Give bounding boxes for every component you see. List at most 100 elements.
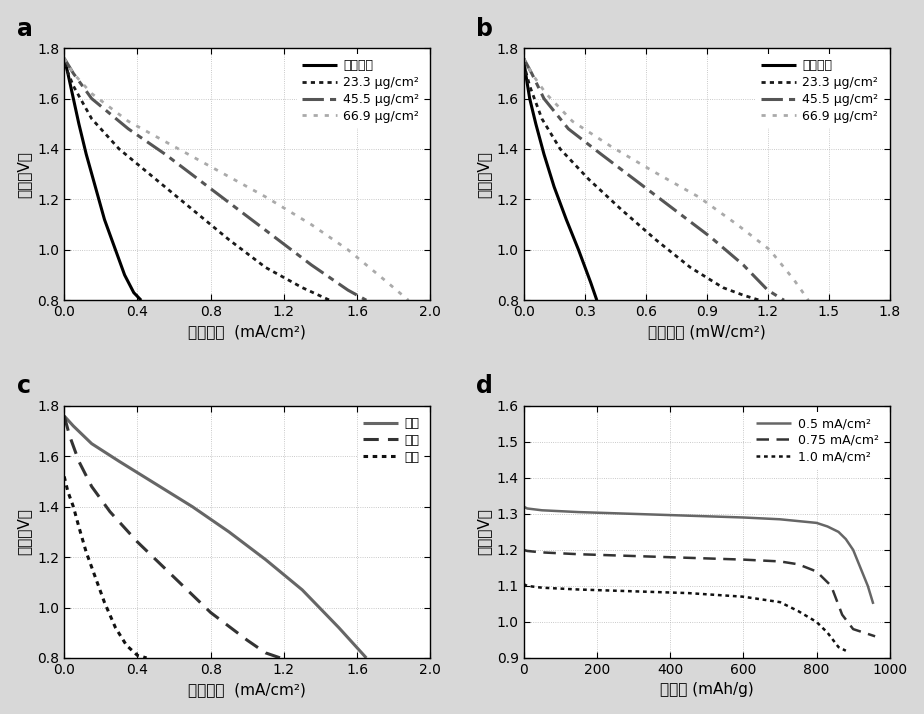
66.9 μg/cm² (788, 276, 799, 284)
0.75 mA/cm² (793, 560, 804, 568)
45.5 μg/cm² (737, 261, 748, 269)
0.75 mA/cm² (811, 567, 822, 575)
0.5 mA/cm² (868, 600, 879, 608)
交错 (334, 623, 345, 632)
Legend: 交错, 平行, 垂直: 交错, 平行, 垂直 (358, 412, 424, 468)
23.3 μg/cm² (58, 59, 69, 68)
0.5 mA/cm² (518, 503, 529, 511)
未蘵镑銀 (549, 183, 560, 191)
45.5 μg/cm² (563, 124, 574, 133)
未蘵镑銀 (58, 54, 69, 63)
交错 (260, 555, 271, 564)
Y-axis label: 电压（V）: 电压（V） (476, 151, 491, 198)
平行 (274, 653, 286, 662)
Legend: 0.5 mA/cm², 0.75 mA/cm², 1.0 mA/cm²: 0.5 mA/cm², 0.75 mA/cm², 1.0 mA/cm² (751, 412, 883, 468)
未蘵镑銀 (518, 54, 529, 63)
45.5 μg/cm² (269, 233, 280, 241)
Line: 未蘵镑銀: 未蘵镑銀 (524, 59, 597, 300)
0.5 mA/cm² (840, 535, 851, 543)
平行 (132, 538, 143, 546)
66.9 μg/cm² (306, 221, 317, 229)
45.5 μg/cm² (123, 124, 134, 133)
未蘵镑銀 (524, 94, 535, 103)
未蘵镑銀 (62, 69, 73, 78)
垂直 (58, 472, 69, 481)
Line: 45.5 μg/cm²: 45.5 μg/cm² (524, 59, 784, 300)
Line: 66.9 μg/cm²: 66.9 μg/cm² (524, 59, 808, 300)
66.9 μg/cm² (541, 89, 552, 98)
0.5 mA/cm² (855, 563, 866, 572)
0.5 mA/cm² (536, 506, 547, 515)
1.0 mA/cm² (811, 618, 822, 626)
45.5 μg/cm² (360, 296, 371, 304)
66.9 μg/cm² (526, 69, 537, 78)
23.3 μg/cm² (717, 283, 728, 292)
X-axis label: 功率密度 (mW/cm²): 功率密度 (mW/cm²) (648, 325, 766, 340)
未蘵镑銀 (119, 271, 130, 279)
66.9 μg/cm² (58, 54, 69, 63)
未蘵镑銀 (591, 296, 602, 304)
0.5 mA/cm² (811, 518, 822, 527)
0.75 mA/cm² (573, 550, 584, 558)
Line: 66.9 μg/cm²: 66.9 μg/cm² (64, 59, 408, 300)
1.0 mA/cm² (522, 582, 533, 590)
交错 (114, 457, 125, 466)
0.75 mA/cm² (869, 632, 881, 640)
X-axis label: 电流密度  (mA/cm²): 电流密度 (mA/cm²) (188, 683, 306, 698)
0.5 mA/cm² (833, 528, 844, 536)
Text: a: a (17, 16, 32, 41)
平行 (58, 412, 69, 421)
23.3 μg/cm² (86, 114, 97, 123)
0.5 mA/cm² (683, 511, 694, 520)
垂直 (80, 548, 91, 556)
平行 (168, 573, 179, 581)
未蘵镑銀 (110, 246, 121, 254)
66.9 μg/cm² (67, 69, 79, 78)
0.75 mA/cm² (522, 547, 533, 555)
平行 (73, 457, 84, 466)
1.0 mA/cm² (683, 589, 694, 598)
Line: 1.0 mA/cm²: 1.0 mA/cm² (524, 584, 845, 650)
66.9 μg/cm² (764, 246, 775, 254)
未蘵镑銀 (73, 119, 84, 128)
0.5 mA/cm² (862, 582, 873, 590)
Line: 0.75 mA/cm²: 0.75 mA/cm² (524, 550, 875, 636)
66.9 μg/cm² (343, 246, 354, 254)
0.5 mA/cm² (522, 504, 533, 513)
0.5 mA/cm² (822, 522, 833, 531)
Line: 交错: 交错 (64, 416, 366, 658)
垂直 (132, 651, 143, 660)
23.3 μg/cm² (524, 81, 535, 90)
1.0 mA/cm² (833, 643, 844, 651)
未蘵镑銀 (520, 69, 531, 78)
1.0 mA/cm² (628, 587, 639, 595)
0.75 mA/cm² (536, 548, 547, 557)
未蘵镑銀 (128, 288, 140, 297)
66.9 μg/cm² (379, 276, 390, 284)
66.9 μg/cm² (168, 142, 179, 151)
23.3 μg/cm² (187, 205, 198, 213)
23.3 μg/cm² (554, 145, 565, 154)
66.9 μg/cm² (123, 117, 134, 126)
Line: 45.5 μg/cm²: 45.5 μg/cm² (64, 59, 366, 300)
66.9 μg/cm² (403, 296, 414, 304)
未蘵镑銀 (539, 150, 550, 159)
23.3 μg/cm² (536, 114, 547, 123)
45.5 μg/cm² (778, 296, 789, 304)
未蘵镑銀 (80, 150, 91, 159)
未蘵镑銀 (90, 183, 101, 191)
0.75 mA/cm² (628, 552, 639, 560)
23.3 μg/cm² (650, 236, 662, 244)
66.9 μg/cm² (214, 167, 225, 176)
23.3 μg/cm² (260, 263, 271, 272)
垂直 (62, 487, 73, 496)
23.3 μg/cm² (114, 145, 125, 154)
23.3 μg/cm² (297, 283, 308, 292)
1.0 mA/cm² (518, 580, 529, 588)
交错 (224, 528, 235, 536)
66.9 μg/cm² (566, 117, 578, 126)
1.0 mA/cm² (822, 628, 833, 637)
垂直 (121, 641, 132, 650)
1.0 mA/cm² (536, 583, 547, 592)
45.5 μg/cm² (762, 286, 773, 294)
